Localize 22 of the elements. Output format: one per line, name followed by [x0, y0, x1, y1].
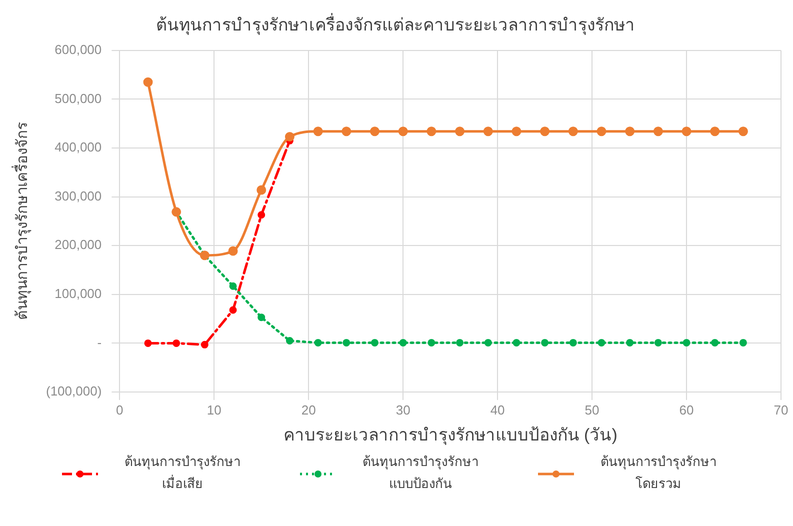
- x-tick-label: 50: [584, 402, 600, 418]
- y-tick-label: 300,000: [54, 188, 102, 204]
- y-axis-title: ต้นทุนการบำรุงรักษาเครื่องจักร: [11, 122, 32, 320]
- y-tick-label: 200,000: [54, 237, 102, 252]
- chart-title: ต้นทุนการบำรุงรักษาเครื่องจักรแต่ละคาบระยะเวลาการบำรุงรักษา: [156, 12, 635, 36]
- legend-label: ต้นทุนการบำรุงรักษา แบบป้องกัน: [362, 454, 480, 494]
- y-tick-label: 500,000: [54, 90, 102, 106]
- x-tick-label: 10: [206, 402, 222, 418]
- y-tick-label: 600,000: [54, 42, 102, 57]
- y-tick-label: -: [97, 334, 102, 350]
- x-tick-label: 30: [396, 402, 410, 418]
- y-tick-label: 100,000: [54, 286, 102, 301]
- x-tick-label: 70: [774, 402, 788, 418]
- x-tick-label: 0: [116, 402, 124, 418]
- y-tick-label: (100,000): [46, 384, 102, 399]
- legend-label: ต้นทุนการบำรุงรักษา เมื่อเสีย: [124, 454, 242, 494]
- x-axis-title: คาบระยะเวลาการบำรุงรักษาแบบป้องกัน (วัน): [283, 425, 618, 446]
- x-tick-label: 20: [301, 402, 316, 418]
- y-tick-label: 400,000: [54, 140, 102, 155]
- x-tick-label: 60: [679, 402, 694, 418]
- legend-label: ต้นทุนการบำรุงรักษา โดยรวม: [600, 454, 718, 494]
- x-tick-label: 40: [490, 402, 505, 418]
